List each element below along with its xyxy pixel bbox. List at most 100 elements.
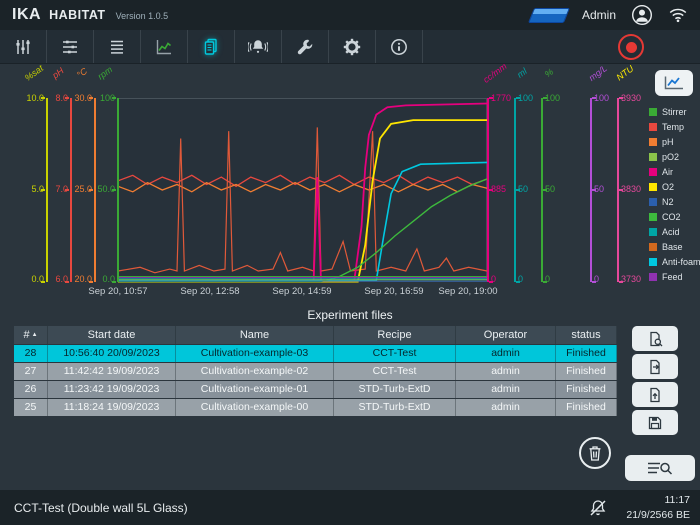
table-row[interactable]: 27 11:42:42 19/09/2023 Cultivation-example… — [14, 362, 617, 380]
chart-export-button[interactable] — [655, 70, 693, 96]
column-header-status[interactable]: status — [556, 326, 617, 344]
legend-item-Temp: Temp — [649, 119, 700, 134]
axis-tick-mark — [65, 281, 69, 283]
tab-service[interactable] — [282, 30, 329, 63]
axis-rpm — [117, 98, 119, 282]
table-row[interactable]: 25 11:18:24 19/09/2023 Cultivation-example… — [14, 398, 617, 416]
axis-%sat — [46, 98, 48, 282]
table-row[interactable]: 28 10:56:40 20/09/2023 Cultivation-example… — [14, 344, 617, 362]
experiment-files-table: # ▲ Start date Name Recipe Operator status 28 10… — [14, 326, 617, 416]
main-toolbar — [0, 30, 700, 64]
axis-tick-mark — [619, 189, 623, 191]
axis-tick-mark — [489, 281, 493, 283]
axis-tick-label: 50.0 — [97, 184, 115, 194]
legend-label: O2 — [662, 181, 675, 192]
file-export-button[interactable] — [632, 354, 678, 379]
table-cell: Cultivation-example-02 — [176, 363, 334, 380]
legend-item-Acid: Acid — [649, 224, 700, 239]
axis-tick-label: 3730 — [621, 274, 642, 284]
axis-tick-label: 0 — [518, 274, 524, 284]
table-cell: Finished — [556, 345, 617, 362]
table-cell: 25 — [14, 399, 48, 416]
axis-NTU — [617, 98, 619, 282]
axis-tick-mark — [41, 97, 45, 99]
tab-info[interactable] — [376, 30, 423, 63]
axis-tick-label: 0 — [545, 274, 551, 284]
column-header-num[interactable]: # ▲ — [14, 326, 48, 344]
app-version: Version 1.0.5 — [115, 11, 169, 21]
table-cell: admin — [456, 399, 556, 416]
tab-setpoints[interactable] — [47, 30, 94, 63]
user-avatar-icon[interactable] — [631, 4, 653, 26]
file-export-icon — [650, 359, 660, 374]
legend-swatch — [649, 257, 657, 266]
tab-trends[interactable] — [141, 30, 188, 63]
tab-experiment-list[interactable] — [94, 30, 141, 63]
axis-°C — [94, 98, 96, 282]
axis-tick-label: 25.0 — [74, 184, 92, 194]
table-cell: Finished — [556, 399, 617, 416]
axis-tick-label: 30.0 — [74, 93, 92, 103]
axis-tick-mark — [516, 281, 520, 283]
column-header-Start date[interactable]: Start date — [48, 326, 176, 344]
legend-swatch — [649, 212, 657, 221]
axis-tick-mark — [89, 97, 93, 99]
tab-settings[interactable] — [329, 30, 376, 63]
record-stop-button[interactable] — [618, 34, 644, 60]
legend-item-pH: pH — [649, 134, 700, 149]
axis-tick-mark — [592, 97, 596, 99]
column-header-Name[interactable]: Name — [176, 326, 334, 344]
legend-item-N2: N2 — [649, 194, 700, 209]
axis-tick-label: 0.0 — [31, 274, 44, 284]
column-header-Operator[interactable]: Operator — [456, 326, 556, 344]
legend-label: Feed — [662, 271, 683, 282]
column-header-Recipe[interactable]: Recipe — [334, 326, 456, 344]
x-axis-tick-label: Sep 20, 12:58 — [180, 286, 240, 297]
alarms-icon — [248, 39, 268, 53]
current-user-label: Admin — [581, 8, 616, 22]
axis-tick-label: 8.0 — [55, 93, 68, 103]
axis-tick-label: 3930 — [621, 93, 642, 103]
x-axis-tick-label: Sep 20, 14:59 — [272, 286, 332, 297]
search-experiments-button[interactable] — [625, 455, 695, 481]
axis-tick-mark — [489, 97, 493, 99]
table-cell: 11:18:24 19/09/2023 — [48, 399, 176, 416]
series-pH — [117, 181, 488, 193]
legend-item-pO2: pO2 — [649, 149, 700, 164]
reports-icon — [204, 38, 217, 55]
table-cell: STD-Turb-ExtD — [334, 381, 456, 398]
legend-swatch — [649, 227, 657, 236]
top-bar-right: Admin — [527, 4, 688, 26]
trash-icon — [589, 445, 601, 461]
table-cell: Cultivation-example-00 — [176, 399, 334, 416]
save-button[interactable] — [632, 410, 678, 435]
legend-label: Temp — [662, 121, 685, 132]
tab-alarms[interactable] — [235, 30, 282, 63]
bell-muted-icon[interactable] — [588, 498, 608, 518]
legend-item-Anti-foam: Anti-foam — [649, 254, 700, 269]
x-axis-tick-label: Sep 20, 19:00 — [438, 286, 498, 297]
file-import-button[interactable] — [632, 382, 678, 407]
service-icon — [297, 39, 313, 54]
axis-tick-label: 0 — [594, 274, 600, 284]
clock: 11:17 21/9/2566 BE — [626, 493, 690, 521]
legend-item-CO2: CO2 — [649, 209, 700, 224]
legend-swatch — [649, 137, 657, 146]
axis-tick-mark — [543, 189, 547, 191]
vessel-label: CCT-Test (Double wall 5L Glass) — [14, 500, 188, 515]
axis-tick-mark — [112, 189, 116, 191]
table-row[interactable]: 26 11:23:42 19/09/2023 Cultivation-example… — [14, 380, 617, 398]
legend-label: pO2 — [662, 151, 680, 162]
tab-reports[interactable] — [188, 30, 235, 63]
axis-mg/L — [590, 98, 592, 282]
series-Air — [118, 102, 488, 283]
delete-button[interactable] — [579, 437, 611, 469]
file-import-icon — [650, 387, 660, 402]
series-Temp — [117, 174, 488, 188]
file-report-button[interactable] — [632, 326, 678, 351]
legend-label: Base — [662, 241, 683, 252]
wifi-icon — [669, 8, 687, 23]
tab-process-control[interactable] — [0, 30, 47, 63]
legend-swatch — [649, 272, 657, 281]
search-table-icon — [648, 462, 673, 475]
